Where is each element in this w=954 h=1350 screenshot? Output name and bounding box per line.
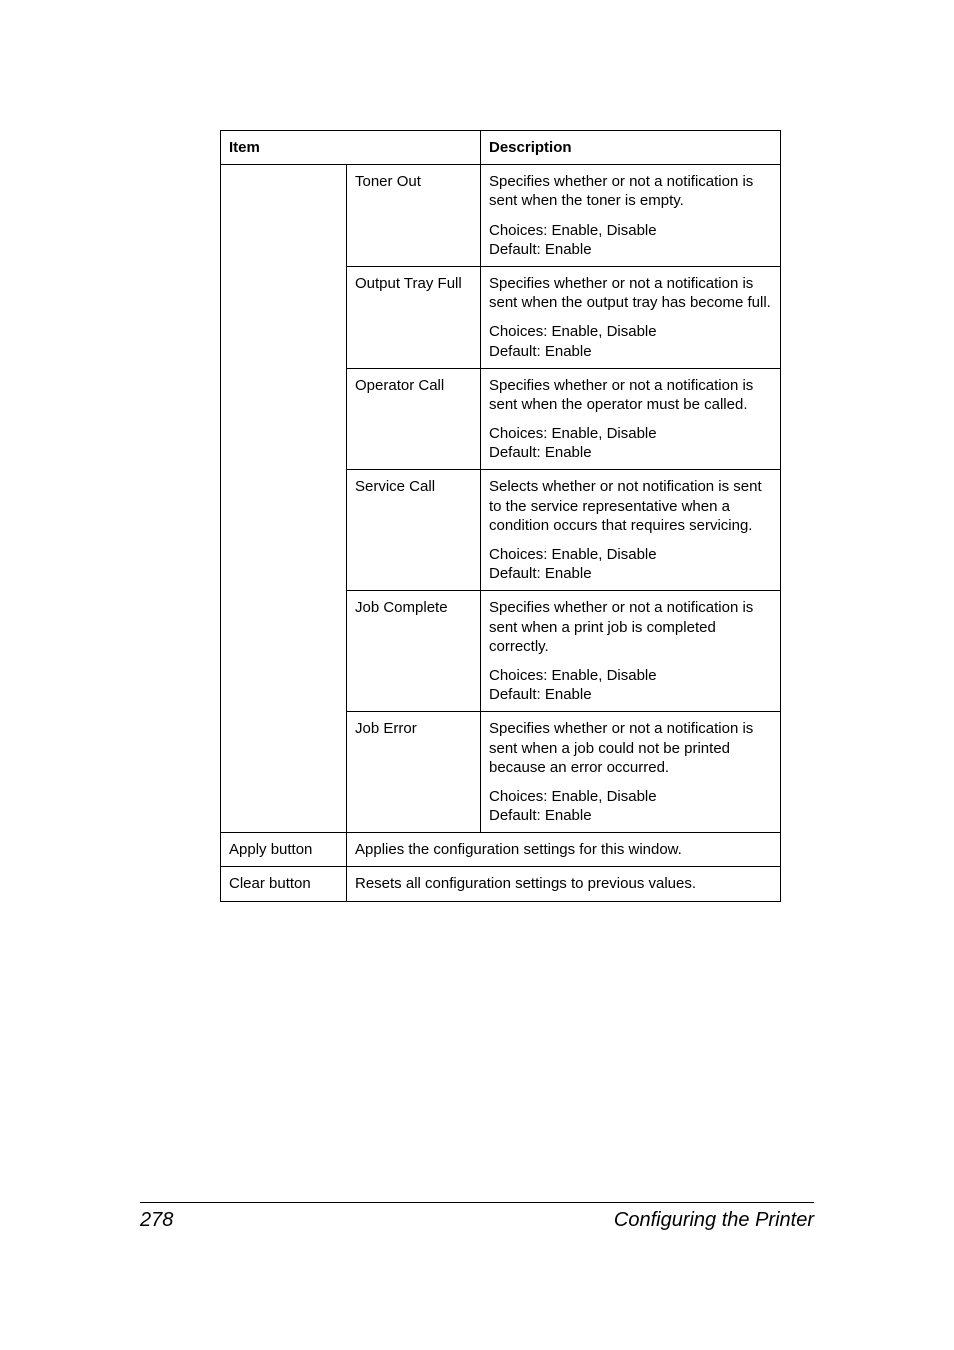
desc-para: Choices: Enable, Disable Default: Enable [489,424,772,462]
subitem-cell: Output Tray Full [347,266,481,368]
desc-para: Selects whether or not notification is s… [489,477,772,535]
page-number: 278 [140,1209,173,1232]
desc-para: Choices: Enable, Disable Default: Enable [489,787,772,825]
header-item: Item [221,131,481,165]
subitem-cell: Operator Call [347,368,481,470]
item-cell: Apply button [221,833,347,867]
desc-para: Specifies whether or not a notification … [489,598,772,656]
desc-para: Specifies whether or not a notification … [489,719,772,777]
description-cell: Resets all configuration settings to pre… [347,867,781,901]
desc-para: Choices: Enable, Disable Default: Enable [489,221,772,259]
page: Item Description Toner Out Specifies whe… [0,0,954,1350]
header-description: Description [481,131,781,165]
table-container: Item Description Toner Out Specifies whe… [220,130,780,902]
description-cell: Applies the configuration settings for t… [347,833,781,867]
description-cell: Specifies whether or not a notification … [481,266,781,368]
subitem-cell: Service Call [347,470,481,591]
desc-para: Choices: Enable, Disable Default: Enable [489,666,772,704]
footer-divider [140,1202,814,1203]
description-cell: Specifies whether or not a notification … [481,712,781,833]
desc-para: Choices: Enable, Disable Default: Enable [489,322,772,360]
desc-para: Specifies whether or not a notification … [489,274,772,312]
subitem-cell: Toner Out [347,165,481,267]
table-row: Apply button Applies the configuration s… [221,833,781,867]
table-row: Clear button Resets all configuration se… [221,867,781,901]
desc-para: Choices: Enable, Disable Default: Enable [489,545,772,583]
subitem-cell: Job Complete [347,591,481,712]
item-cell: Clear button [221,867,347,901]
footer-row: 278 Configuring the Printer [140,1209,814,1232]
description-cell: Specifies whether or not a notification … [481,591,781,712]
desc-para: Specifies whether or not a notification … [489,376,772,414]
page-title: Configuring the Printer [614,1209,814,1232]
item-group-cell [221,165,347,833]
page-footer: 278 Configuring the Printer [140,1202,814,1232]
settings-table: Item Description Toner Out Specifies whe… [220,130,781,902]
desc-para: Specifies whether or not a notification … [489,172,772,210]
table-header-row: Item Description [221,131,781,165]
description-cell: Specifies whether or not a notification … [481,165,781,267]
description-cell: Selects whether or not notification is s… [481,470,781,591]
description-cell: Specifies whether or not a notification … [481,368,781,470]
subitem-cell: Job Error [347,712,481,833]
table-row: Toner Out Specifies whether or not a not… [221,165,781,267]
